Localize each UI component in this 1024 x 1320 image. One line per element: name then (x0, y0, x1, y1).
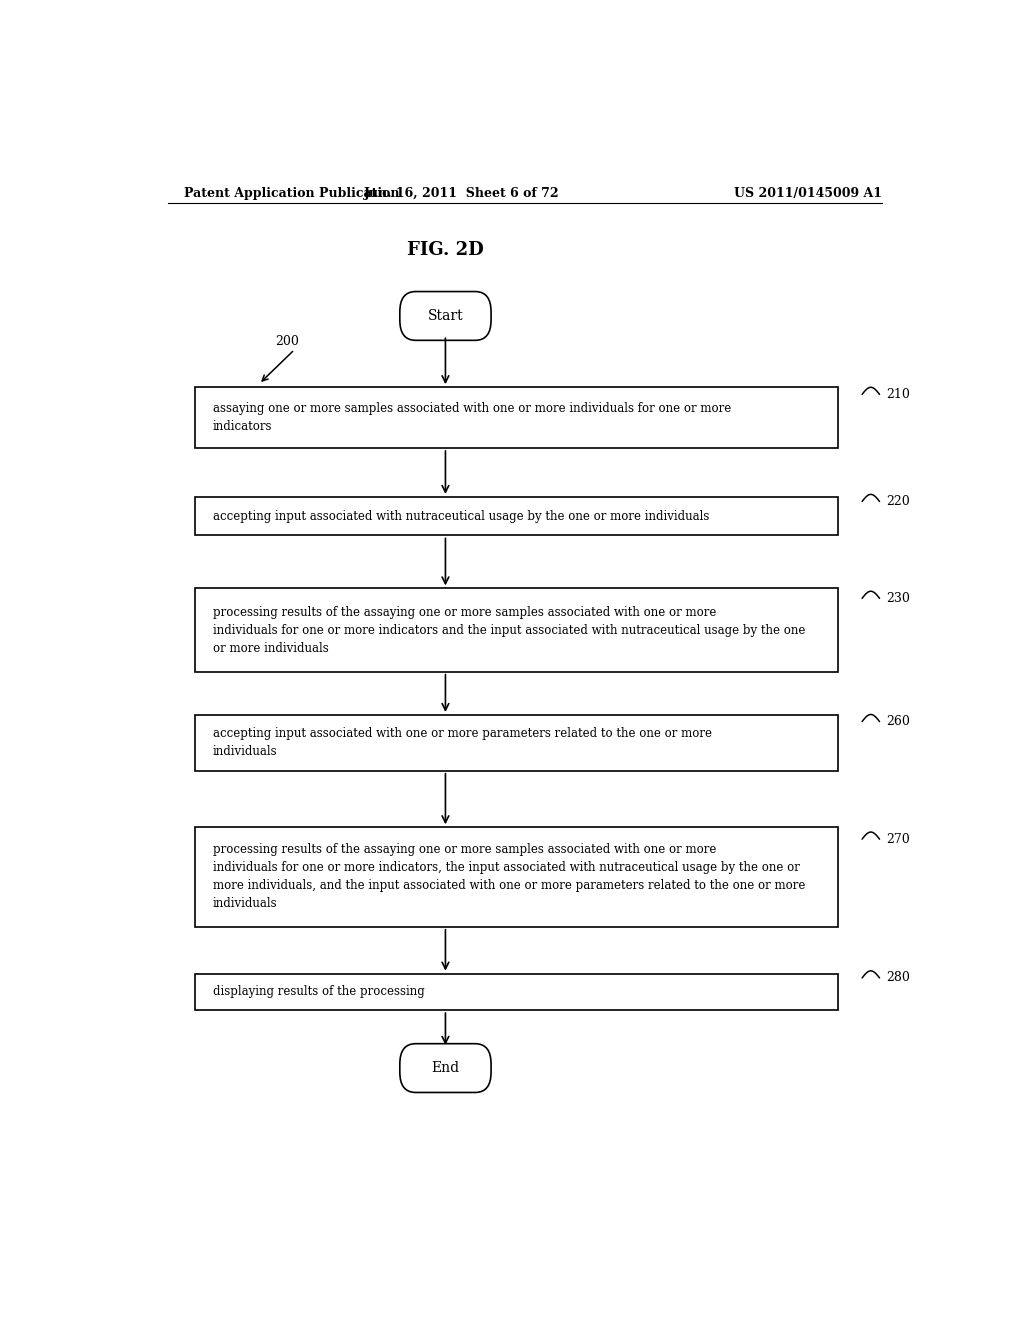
Text: Start: Start (428, 309, 463, 323)
Text: End: End (431, 1061, 460, 1074)
Bar (196, 715, 839, 771)
Text: FIG. 2D: FIG. 2D (408, 240, 483, 259)
Text: 270: 270 (886, 833, 909, 846)
Text: 230: 230 (886, 591, 909, 605)
Text: processing results of the assaying one or more samples associated with one or mo: processing results of the assaying one o… (213, 843, 805, 911)
Bar (196, 589, 839, 672)
Bar (196, 496, 839, 536)
FancyBboxPatch shape (399, 1044, 492, 1093)
Text: US 2011/0145009 A1: US 2011/0145009 A1 (734, 187, 882, 201)
Text: 210: 210 (886, 388, 909, 401)
Text: displaying results of the processing: displaying results of the processing (213, 985, 425, 998)
Bar (196, 828, 839, 927)
Text: processing results of the assaying one or more samples associated with one or mo: processing results of the assaying one o… (213, 606, 805, 655)
Text: accepting input associated with nutraceutical usage by the one or more individua: accepting input associated with nutraceu… (213, 510, 710, 523)
Text: 260: 260 (886, 715, 909, 729)
FancyBboxPatch shape (399, 292, 492, 341)
Text: Patent Application Publication: Patent Application Publication (183, 187, 399, 201)
Bar (196, 387, 839, 447)
Text: 200: 200 (274, 335, 299, 348)
Text: accepting input associated with one or more parameters related to the one or mor: accepting input associated with one or m… (213, 727, 712, 758)
Bar (196, 974, 839, 1010)
Text: Jun. 16, 2011  Sheet 6 of 72: Jun. 16, 2011 Sheet 6 of 72 (364, 187, 559, 201)
Text: assaying one or more samples associated with one or more individuals for one or : assaying one or more samples associated … (213, 403, 731, 433)
Text: 280: 280 (886, 972, 909, 985)
Text: 220: 220 (886, 495, 909, 508)
